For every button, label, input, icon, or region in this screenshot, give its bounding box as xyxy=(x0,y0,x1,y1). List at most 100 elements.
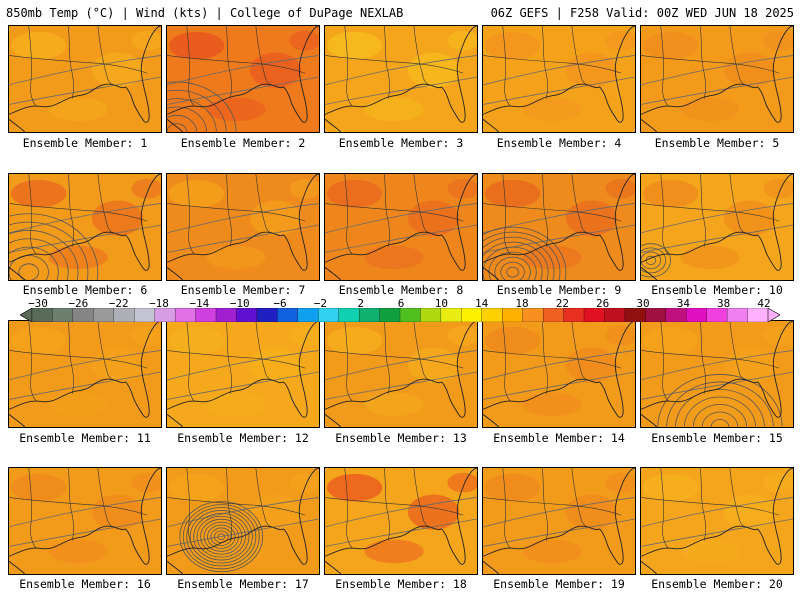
colorbar-segment xyxy=(583,308,605,322)
colorbar-segment xyxy=(624,308,646,322)
ensemble-member-label: Ensemble Member: 7 xyxy=(180,283,306,297)
colorbar-segment xyxy=(72,308,94,322)
colorbar-tick-label: 10 xyxy=(434,297,448,310)
colorbar-arrow-right xyxy=(767,308,780,322)
ensemble-member-label: Ensemble Member: 5 xyxy=(654,136,780,150)
ensemble-member-10-map xyxy=(640,173,794,281)
ensemble-member-label: Ensemble Member: 13 xyxy=(335,431,467,445)
colorbar-segment xyxy=(645,308,667,322)
colorbar-segment xyxy=(277,308,299,322)
colorbar-segment xyxy=(134,308,156,322)
ensemble-member-14-map xyxy=(482,320,636,428)
ensemble-member-label: Ensemble Member: 17 xyxy=(177,577,309,591)
ensemble-member-label: Ensemble Member: 9 xyxy=(496,283,622,297)
ensemble-member-18-map xyxy=(324,467,478,575)
colorbar-segment xyxy=(154,308,176,322)
colorbar-segment xyxy=(440,308,462,322)
colorbar-segment xyxy=(726,308,749,322)
colorbar-tick-label: −26 xyxy=(68,297,89,310)
colorbar-tick-label: −30 xyxy=(28,297,48,310)
colorbar-segment xyxy=(686,308,708,322)
colorbar-segment xyxy=(502,308,524,322)
colorbar-segment xyxy=(318,308,340,322)
colorbar-segment xyxy=(52,308,74,322)
ensemble-member-label: Ensemble Member: 1 xyxy=(22,136,148,150)
colorbar-segment xyxy=(93,308,115,322)
colorbar-segment xyxy=(747,308,769,322)
ensemble-member-label: Ensemble Member: 10 xyxy=(651,283,783,297)
colorbar-segment xyxy=(236,308,258,322)
temperature-colorbar xyxy=(20,308,780,322)
ensemble-member-label: Ensemble Member: 19 xyxy=(493,577,625,591)
ensemble-member-1-map xyxy=(8,25,162,133)
ensemble-member-label: Ensemble Member: 4 xyxy=(496,136,622,150)
ensemble-member-label: Ensemble Member: 20 xyxy=(651,577,783,591)
ensemble-member-17-map xyxy=(166,467,320,575)
colorbar-segment xyxy=(358,308,381,322)
colorbar-segment xyxy=(113,308,135,322)
ensemble-member-7-map xyxy=(166,173,320,281)
colorbar-segment xyxy=(338,308,360,322)
colorbar-tick-label: −10 xyxy=(229,297,250,310)
colorbar-segment xyxy=(31,308,53,322)
ensemble-member-label: Ensemble Member: 16 xyxy=(19,577,151,591)
ensemble-member-3-map xyxy=(324,25,478,133)
ensemble-member-8-map xyxy=(324,173,478,281)
colorbar-tick-label: −2 xyxy=(313,297,327,310)
colorbar-segment xyxy=(604,308,626,322)
ensemble-member-label: Ensemble Member: 18 xyxy=(335,577,467,591)
colorbar-segment xyxy=(174,308,197,322)
ensemble-member-9-map xyxy=(482,173,636,281)
ensemble-member-11-map xyxy=(8,320,162,428)
ensemble-member-label: Ensemble Member: 2 xyxy=(180,136,306,150)
colorbar-segment xyxy=(542,308,565,322)
colorbar-segment xyxy=(215,308,237,322)
ensemble-member-label: Ensemble Member: 12 xyxy=(177,431,309,445)
colorbar-tick-label: −6 xyxy=(273,297,287,310)
colorbar-segment xyxy=(522,308,544,322)
colorbar-tick-label: −22 xyxy=(108,297,129,310)
colorbar-segment xyxy=(297,308,319,322)
colorbar-tick-label: −14 xyxy=(189,297,210,310)
colorbar-segment xyxy=(195,308,217,322)
colorbar-tick-label: −18 xyxy=(149,297,169,310)
colorbar-tick-label: 22 xyxy=(555,297,569,310)
header-title: 850mb Temp (°C) | Wind (kts) | College o… xyxy=(6,6,404,20)
ensemble-member-20-map xyxy=(640,467,794,575)
colorbar-tick-label: 6 xyxy=(397,297,405,310)
colorbar-segment xyxy=(481,308,503,322)
ensemble-member-2-map xyxy=(166,25,320,133)
colorbar-tick-label: 34 xyxy=(676,297,690,310)
ensemble-member-12-map xyxy=(166,320,320,428)
colorbar-segment xyxy=(706,308,728,322)
ensemble-member-15-map xyxy=(640,320,794,428)
ensemble-member-label: Ensemble Member: 3 xyxy=(338,136,464,150)
ensemble-member-19-map xyxy=(482,467,636,575)
colorbar-segment xyxy=(461,308,483,322)
colorbar-segment xyxy=(379,308,401,322)
ensemble-member-label: Ensemble Member: 15 xyxy=(651,431,783,445)
colorbar-segment xyxy=(420,308,442,322)
colorbar-segment xyxy=(399,308,421,322)
header-run-info: 06Z GEFS | F258 Valid: 00Z WED JUN 18 20… xyxy=(490,6,794,20)
colorbar-arrow-left xyxy=(20,308,33,322)
colorbar-segment xyxy=(563,308,585,322)
ensemble-member-6-map xyxy=(8,173,162,281)
colorbar-tick-label: 14 xyxy=(475,297,489,310)
colorbar-tick-label: 26 xyxy=(596,297,610,310)
ensemble-member-label: Ensemble Member: 11 xyxy=(19,431,151,445)
ensemble-member-5-map xyxy=(640,25,794,133)
colorbar-tick-label: 38 xyxy=(717,297,731,310)
ensemble-member-label: Ensemble Member: 14 xyxy=(493,431,625,445)
colorbar-segment xyxy=(256,308,278,322)
ensemble-member-label: Ensemble Member: 6 xyxy=(22,283,148,297)
colorbar-tick-label: 42 xyxy=(757,297,771,310)
ensemble-member-label: Ensemble Member: 8 xyxy=(338,283,464,297)
colorbar-tick-label: 18 xyxy=(515,297,529,310)
colorbar-tick-label: 2 xyxy=(357,297,364,310)
ensemble-member-4-map xyxy=(482,25,636,133)
ensemble-member-13-map xyxy=(324,320,478,428)
ensemble-member-16-map xyxy=(8,467,162,575)
colorbar-segment xyxy=(665,308,687,322)
colorbar-tick-label: 30 xyxy=(636,297,650,310)
